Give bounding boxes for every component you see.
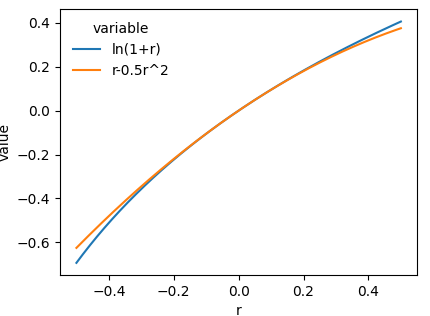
Legend: ln(1+r), r-0.5r^2: ln(1+r), r-0.5r^2 [67,16,175,83]
ln(1+r) [230,113,235,117]
ln(1+r) [228,114,233,118]
Line: ln(1+r): ln(1+r) [77,21,401,263]
r-0.5r^2 [230,113,235,117]
r-0.5r^2 [390,29,396,33]
ln(1+r) [390,23,396,27]
X-axis label: r: r [236,304,242,316]
ln(1+r) [249,100,255,104]
r-0.5r^2 [249,100,255,104]
r-0.5r^2 [267,89,272,93]
ln(1+r) [398,20,403,23]
Line: r-0.5r^2: r-0.5r^2 [77,28,401,248]
ln(1+r) [340,48,345,52]
r-0.5r^2 [228,114,233,118]
Y-axis label: value: value [0,123,11,161]
r-0.5r^2 [398,26,403,30]
r-0.5r^2 [74,246,79,250]
r-0.5r^2 [340,50,345,53]
ln(1+r) [267,89,272,93]
ln(1+r) [74,261,79,265]
